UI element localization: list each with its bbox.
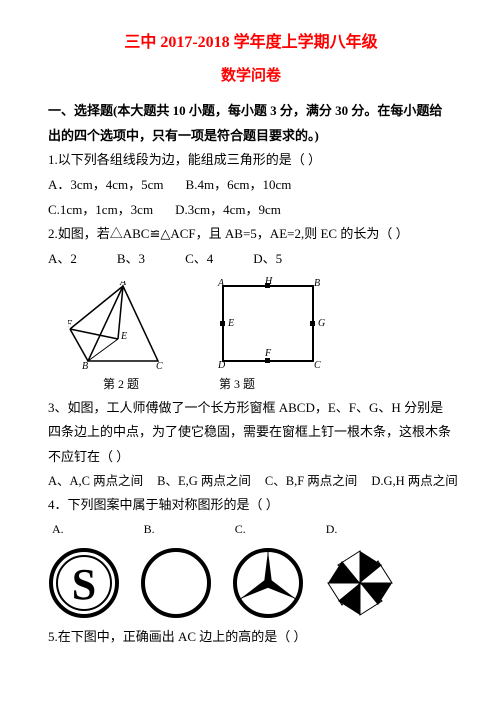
svg-text:E: E	[120, 331, 127, 342]
figure-captions: 第 2 题 第 3 题	[103, 373, 454, 396]
q4-logos: S	[48, 547, 454, 619]
q1-opt-c: C.1cm，1cm，3cm	[48, 198, 153, 223]
figcap-3: 第 3 题	[219, 373, 255, 396]
q1-opt-b: B.4m，6cm，10cm	[186, 173, 292, 198]
svg-text:C: C	[314, 360, 321, 371]
q2-opt-a: A、2	[48, 247, 77, 272]
q2-opt-d: D、5	[253, 247, 282, 272]
figcap-2: 第 2 题	[103, 373, 139, 396]
q4-label-b: B.	[144, 518, 155, 541]
figure-q3-rectangle: A B C D H G F E	[208, 276, 328, 371]
q2-opt-c: C、4	[185, 247, 213, 272]
q1-row2: C.1cm，1cm，3cm D.3cm，4cm，9cm	[48, 198, 454, 223]
svg-text:F: F	[264, 348, 272, 359]
logo-option-d-pinwheel	[324, 547, 396, 619]
svg-text:D: D	[217, 360, 226, 371]
logo-option-b-dongfeng	[140, 547, 212, 619]
q3-opt-b: B、E,G 两点之间	[157, 470, 251, 494]
q4-labels: A. B. C. D.	[52, 518, 454, 541]
q2-opt-b: B、3	[117, 247, 145, 272]
svg-text:A: A	[119, 281, 127, 288]
title-line-1: 三中 2017-2018 学年度上学期八年级	[48, 28, 454, 58]
svg-text:B: B	[82, 361, 88, 371]
section-1-header: 一、选择题(本大题共 10 小题，每小题 3 分，满分 30 分。在每小题给出的…	[48, 99, 454, 148]
q1-opt-d: D.3cm，4cm，9cm	[175, 198, 281, 223]
q4-label-d: D.	[326, 518, 338, 541]
title-line-2: 数学问卷	[48, 62, 454, 91]
q3-opt-c: C、B,F 两点之间	[265, 470, 357, 494]
q3-opt-a: A、A,C 两点之间	[48, 470, 143, 494]
q3-options: A、A,C 两点之间 B、E,G 两点之间 C、B,F 两点之间 D.G,H 两…	[48, 470, 454, 494]
q1-stem: 1.以下列各组线段为边，能组成三角形的是（ ）	[48, 148, 454, 173]
svg-text:F: F	[68, 319, 73, 330]
figure-row: A B C E F A B C D H G F E	[68, 276, 454, 371]
logo-option-a-s-circle: S	[48, 547, 120, 619]
q5-stem: 5.在下图中，正确画出 AC 边上的高的是（ ）	[48, 625, 454, 650]
svg-text:A: A	[217, 278, 225, 289]
q4-label-a: A.	[52, 518, 64, 541]
svg-text:C: C	[156, 361, 163, 371]
q2-options: A、2 B、3 C、4 D、5	[48, 247, 454, 272]
figure-q2-triangle: A B C E F	[68, 281, 178, 371]
svg-text:E: E	[227, 318, 234, 329]
q3-opt-d: D.G,H 两点之间	[371, 470, 457, 494]
q1-row1: A．3cm，4cm，5cm B.4m，6cm，10cm	[48, 173, 454, 198]
q2-stem: 2.如图，若△ABC≌△ACF，且 AB=5，AE=2,则 EC 的长为（ ）	[48, 222, 454, 247]
exam-page: 三中 2017-2018 学年度上学期八年级 数学问卷 一、选择题(本大题共 1…	[0, 0, 502, 708]
svg-text:B: B	[314, 278, 320, 289]
q3-stem: 3、如图，工人师傅做了一个长方形窗框 ABCD，E、F、G、H 分别是四条边上的…	[48, 396, 454, 470]
q4-stem: 4．下列图案中属于轴对称图形的是（ ）	[48, 493, 454, 518]
svg-text:G: G	[318, 318, 325, 329]
q4-label-c: C.	[235, 518, 246, 541]
svg-text:S: S	[72, 560, 96, 609]
logo-option-c-mercedes	[232, 547, 304, 619]
q1-opt-a: A．3cm，4cm，5cm	[48, 173, 164, 198]
